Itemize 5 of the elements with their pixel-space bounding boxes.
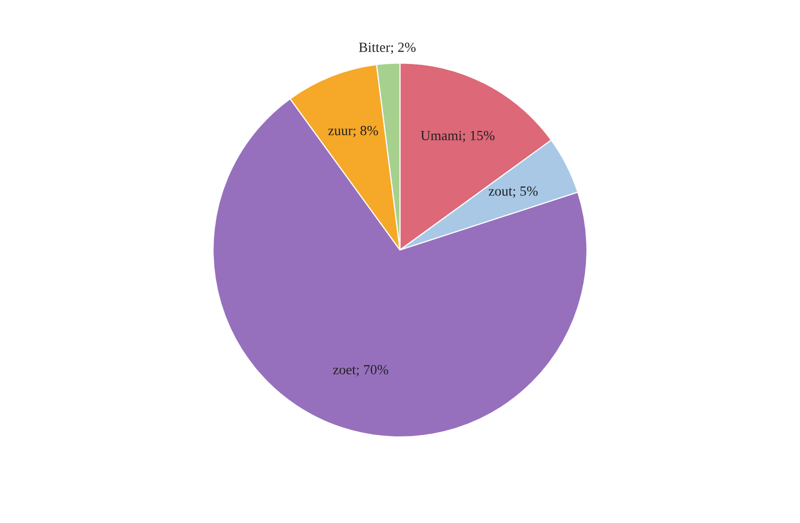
slice-label: Bitter; 2% bbox=[358, 42, 416, 54]
slice-label: Umami; 15% bbox=[420, 130, 494, 142]
slice-label: zout; 5% bbox=[488, 186, 538, 198]
slice-label: zoet; 70% bbox=[333, 365, 388, 376]
slice-label: zuur; 8% bbox=[328, 126, 378, 138]
